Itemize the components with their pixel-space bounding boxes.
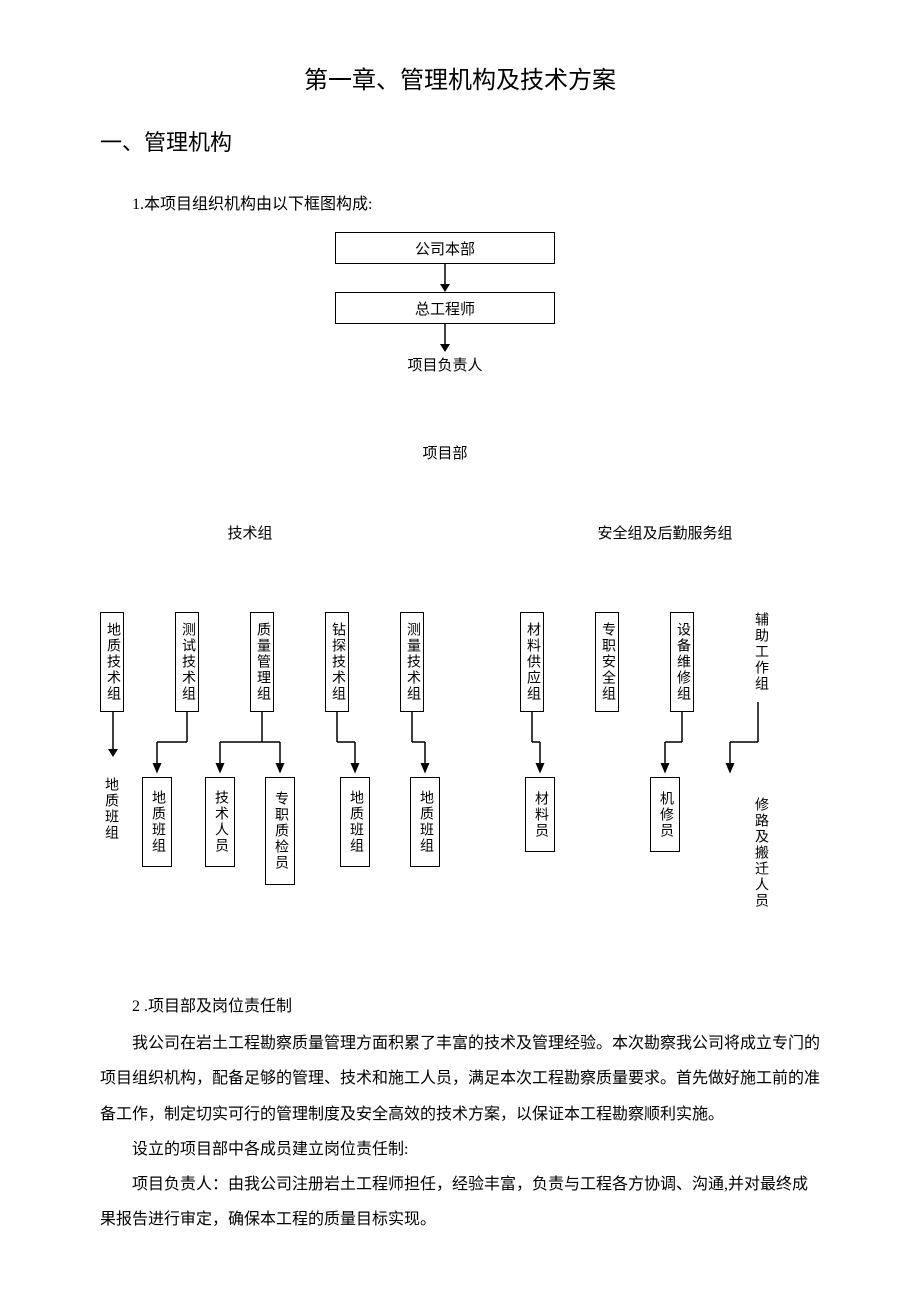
item-2-text: .项目部及岗位责任制 bbox=[144, 998, 292, 1015]
paragraph-1: 我公司在岩土工程勘察质量管理方面积累了丰富的技术及管理经验。本次勘察我公司将成立… bbox=[100, 1026, 820, 1132]
bottom-road-relocate: 修路及搬迁人员 bbox=[750, 797, 770, 909]
paragraph-2: 设立的项目部中各成员建立岗位责任制: bbox=[100, 1132, 820, 1167]
bottom-label: 地质班组 bbox=[100, 777, 120, 841]
bottom-geology-team-2: 地质班组 bbox=[340, 777, 370, 867]
item-1-text: 1.本项目组织机构由以下框图构成: bbox=[100, 187, 820, 222]
bottom-geology-team-1: 地质班组 bbox=[142, 777, 172, 867]
org-chart: 公司本部 总工程师 项目负责人 项目部 技术组 安全组及后勤服务组 地质技术组 … bbox=[100, 232, 820, 972]
item-2-num: 2 bbox=[132, 998, 140, 1015]
bottom-qc-inspector: 专职质检员 bbox=[265, 777, 295, 885]
bottom-geology-team-3: 地质班组 bbox=[410, 777, 440, 867]
bottom-material-staff: 材料员 bbox=[525, 777, 555, 852]
chapter-title: 第一章、管理机构及技术方案 bbox=[100, 60, 820, 95]
section-heading-1: 一、管理机构 bbox=[100, 125, 820, 157]
body-paragraphs: 我公司在岩土工程勘察质量管理方面积累了丰富的技术及管理经验。本次勘察我公司将成立… bbox=[100, 1026, 820, 1237]
bottom-tech-staff: 技术人员 bbox=[205, 777, 235, 867]
item-2: 2 .项目部及岗位责任制 bbox=[100, 992, 820, 1016]
paragraph-3: 项目负责人：由我公司注册岩土工程师担任，经验丰富，负责与工程各方协调、沟通,并对… bbox=[100, 1167, 820, 1237]
bottom-mechanic: 机修员 bbox=[650, 777, 680, 852]
